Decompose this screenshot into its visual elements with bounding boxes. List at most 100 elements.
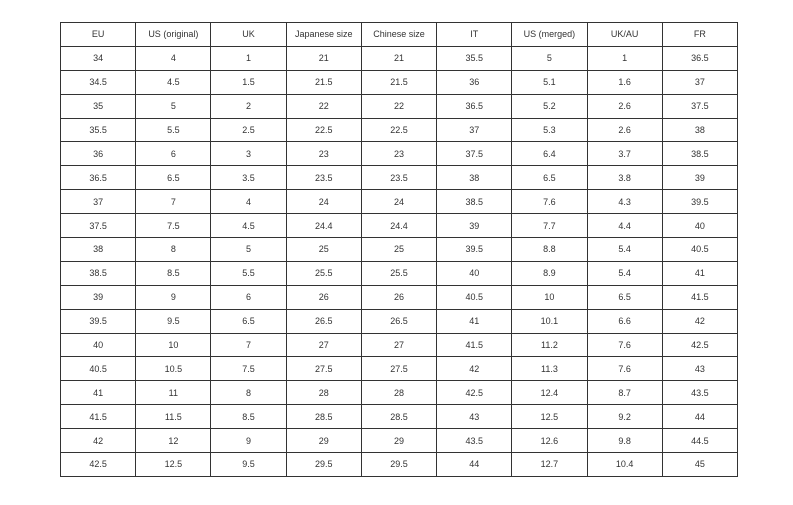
table-cell: 44 (436, 452, 513, 477)
table-cell: 36 (436, 69, 513, 95)
table-row: 37.5 7.5 4.5 24.4 24.4 39 7.7 4.4 40 (59, 213, 739, 239)
table-cell: 8.5 (210, 404, 287, 430)
table-cell: 6 (210, 284, 287, 310)
table-cell: 28.5 (285, 404, 362, 430)
table-row: 36.5 6.5 3.5 23.5 23.5 38 6.5 3.8 39 (59, 165, 739, 191)
table-cell: 35.5 (59, 117, 137, 143)
table-cell: 38.5 (661, 141, 739, 167)
table-row: 40 10 7 27 27 41.5 11.2 7.6 42.5 (59, 332, 739, 358)
table-cell: 8.8 (511, 237, 588, 262)
table-cell: 42 (661, 308, 739, 334)
table-cell: 5.1 (511, 69, 588, 95)
table-cell: 5 (210, 237, 287, 262)
table-cell: 7.5 (210, 356, 287, 382)
table-cell: 7 (210, 332, 287, 358)
table-cell: 23.5 (360, 165, 438, 191)
table-cell: 36.5 (661, 45, 739, 71)
table-row: 34 4 1 21 21 35.5 5 1 36.5 (59, 45, 739, 71)
table-cell: 27 (285, 332, 362, 358)
table-cell: 29.5 (360, 452, 438, 477)
table-cell: 7.6 (586, 332, 663, 358)
table-cell: 11.2 (511, 332, 588, 358)
table-cell: 35.5 (436, 45, 513, 71)
table-cell: 42.5 (661, 332, 739, 358)
table-row: 34.5 4.5 1.5 21.5 21.5 36 5.1 1.6 37 (59, 69, 739, 95)
table-cell: 4.5 (135, 69, 212, 95)
table-cell: 8.7 (586, 380, 663, 406)
table-row: 38.5 8.5 5.5 25.5 25.5 40 8.9 5.4 41 (59, 260, 739, 286)
table-cell: 26 (285, 284, 362, 310)
table-cell: 39 (661, 165, 739, 191)
table-cell: 9.2 (586, 404, 663, 430)
table-cell: 39 (436, 213, 513, 239)
table-cell: 28 (285, 380, 362, 406)
table-cell: 41.5 (59, 404, 137, 430)
table-cell: 41 (436, 308, 513, 334)
table-cell: 28 (360, 380, 438, 406)
table-cell: 24 (360, 189, 438, 215)
table-cell: 45 (661, 452, 739, 477)
table-row: 40.5 10.5 7.5 27.5 27.5 42 11.3 7.6 43 (59, 356, 739, 382)
table-cell: 2.6 (586, 117, 663, 143)
table-cell: 40 (59, 332, 137, 358)
table-cell: 27.5 (360, 356, 438, 382)
table-cell: 42.5 (436, 380, 513, 406)
table-cell: 6.4 (511, 141, 588, 167)
table-cell: 1 (210, 45, 287, 71)
column-header: IT (436, 22, 513, 47)
table-row: 42 12 9 29 29 43.5 12.6 9.8 44.5 (59, 428, 739, 454)
table-cell: 12 (135, 428, 212, 454)
table-cell: 43 (436, 404, 513, 430)
table-cell: 6.5 (511, 165, 588, 191)
table-row: 36 6 3 23 23 37.5 6.4 3.7 38.5 (59, 141, 739, 167)
table-cell: 5.5 (135, 117, 212, 143)
table-cell: 1.6 (586, 69, 663, 95)
table-cell: 10.5 (135, 356, 212, 382)
table-cell: 8.5 (135, 260, 212, 286)
table-cell: 6.5 (586, 284, 663, 310)
table-cell: 4.3 (586, 189, 663, 215)
table-cell: 10.4 (586, 452, 663, 477)
table-cell: 12.4 (511, 380, 588, 406)
table-cell: 43 (661, 356, 739, 382)
table-cell: 22 (360, 93, 438, 119)
table-cell: 35 (59, 93, 137, 119)
table-cell: 4.5 (210, 213, 287, 239)
table-cell: 8 (210, 380, 287, 406)
table-cell: 42 (59, 428, 137, 454)
table-cell: 40.5 (59, 356, 137, 382)
table-cell: 8.9 (511, 260, 588, 286)
table-cell: 34.5 (59, 69, 137, 95)
table-cell: 29 (360, 428, 438, 454)
table-cell: 3.7 (586, 141, 663, 167)
table-cell: 24.4 (360, 213, 438, 239)
table-cell: 27 (360, 332, 438, 358)
table-cell: 11.5 (135, 404, 212, 430)
table-row: 41 11 8 28 28 42.5 12.4 8.7 43.5 (59, 380, 739, 406)
table-cell: 4 (210, 189, 287, 215)
table-cell: 29 (285, 428, 362, 454)
shoe-size-table: EU US (original) UK Japanese size Chinese si… (59, 22, 739, 477)
table-cell: 44.5 (661, 428, 739, 454)
table-cell: 5.5 (210, 260, 287, 286)
table-cell: 7.6 (586, 356, 663, 382)
table-cell: 2 (210, 93, 287, 119)
table-cell: 8 (135, 237, 212, 262)
table-cell: 7.7 (511, 213, 588, 239)
table-cell: 4.4 (586, 213, 663, 239)
table-cell: 24 (285, 189, 362, 215)
table-cell: 3 (210, 141, 287, 167)
column-header: UK/AU (586, 22, 663, 47)
table-cell: 38 (59, 237, 137, 262)
column-header: US (original) (135, 22, 212, 47)
table-cell: 6.6 (586, 308, 663, 334)
table-cell: 5.3 (511, 117, 588, 143)
table-cell: 9 (135, 284, 212, 310)
table-cell: 25 (360, 237, 438, 262)
table-cell: 12.6 (511, 428, 588, 454)
table-cell: 6 (135, 141, 212, 167)
table-row: 41.5 11.5 8.5 28.5 28.5 43 12.5 9.2 44 (59, 404, 739, 430)
table-cell: 12.5 (511, 404, 588, 430)
table-cell: 26 (360, 284, 438, 310)
table-cell: 38 (661, 117, 739, 143)
